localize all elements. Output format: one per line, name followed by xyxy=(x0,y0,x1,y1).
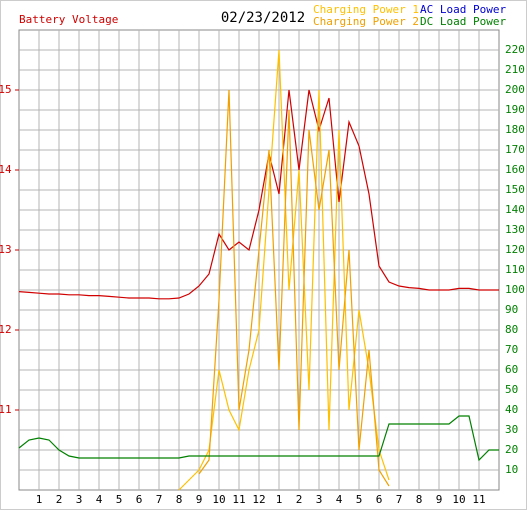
x-tick-label: 2 xyxy=(56,493,63,506)
x-tick-label: 7 xyxy=(396,493,403,506)
chart-title: Battery Voltage xyxy=(19,13,118,26)
y2-tick-label: 20 xyxy=(505,443,518,456)
x-tick-label: 3 xyxy=(76,493,83,506)
x-tick-label: 1 xyxy=(36,493,43,506)
x-tick-label: 11 xyxy=(232,493,245,506)
y2-tick-label: 70 xyxy=(505,343,518,356)
y2-tick-label: 140 xyxy=(505,203,525,216)
y2-tick-label: 50 xyxy=(505,383,518,396)
x-tick-label: 10 xyxy=(452,493,465,506)
y-tick-label: 13 xyxy=(0,243,12,256)
y2-tick-label: 160 xyxy=(505,163,525,176)
x-tick-label: 12 xyxy=(252,493,265,506)
y2-tick-label: 110 xyxy=(505,263,525,276)
x-tick-label: 5 xyxy=(356,493,363,506)
x-tick-label: 9 xyxy=(196,493,203,506)
y-tick-label: 12 xyxy=(0,323,12,336)
x-tick-label: 8 xyxy=(416,493,423,506)
x-tick-label: 3 xyxy=(316,493,323,506)
legend-entry: Charging Power 2 xyxy=(313,15,419,28)
x-tick-label: 5 xyxy=(116,493,123,506)
x-tick-label: 11 xyxy=(472,493,485,506)
y2-tick-label: 100 xyxy=(505,283,525,296)
series-line xyxy=(18,415,499,462)
y2-tick-label: 30 xyxy=(505,423,518,436)
legend-entry: AC Load Power xyxy=(420,3,506,16)
y2-tick-label: 190 xyxy=(505,103,525,116)
y2-tick-label: 220 xyxy=(505,43,525,56)
x-tick-label: 4 xyxy=(336,493,343,506)
y2-tick-label: 130 xyxy=(505,223,525,236)
x-tick-label: 6 xyxy=(136,493,143,506)
x-tick-label: 2 xyxy=(296,493,303,506)
x-tick-label: 10 xyxy=(212,493,225,506)
x-tick-label: 4 xyxy=(96,493,103,506)
y-tick-label: 11 xyxy=(0,403,12,416)
chart-date: 02/23/2012 xyxy=(221,10,305,26)
y2-tick-label: 10 xyxy=(505,463,518,476)
x-tick-label: 1 xyxy=(276,493,283,506)
legend-entry: DC Load Power xyxy=(420,15,506,28)
legend-entry: Charging Power 1 xyxy=(313,3,419,16)
y2-tick-label: 90 xyxy=(505,303,518,316)
x-tick-label: 7 xyxy=(156,493,163,506)
y2-tick-label: 60 xyxy=(505,363,518,376)
y2-tick-label: 120 xyxy=(505,243,525,256)
y-tick-label: 15 xyxy=(0,83,12,96)
y2-tick-label: 200 xyxy=(505,83,525,96)
x-tick-label: 6 xyxy=(376,493,383,506)
y2-tick-label: 150 xyxy=(505,183,525,196)
y2-tick-label: 40 xyxy=(505,403,518,416)
y-tick-label: 14 xyxy=(0,163,12,176)
y2-tick-label: 180 xyxy=(505,123,525,136)
y2-tick-label: 170 xyxy=(505,143,525,156)
x-tick-label: 9 xyxy=(436,493,443,506)
y2-tick-label: 210 xyxy=(505,63,525,76)
x-tick-label: 8 xyxy=(176,493,183,506)
series-line xyxy=(198,89,390,487)
series-line xyxy=(18,89,499,300)
y2-tick-label: 80 xyxy=(505,323,518,336)
